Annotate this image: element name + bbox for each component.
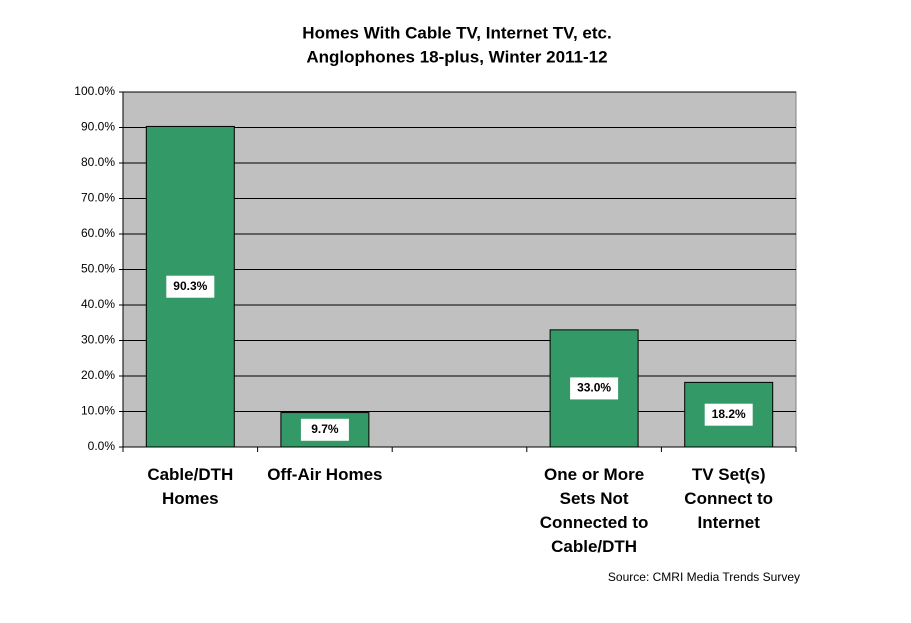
y-tick-label: 20.0%	[81, 368, 115, 382]
y-tick-label: 70.0%	[81, 191, 115, 205]
source-note: Source: CMRI Media Trends Survey	[608, 570, 800, 584]
value-label-bg	[300, 418, 349, 441]
y-tick-label: 0.0%	[88, 439, 116, 453]
y-tick-label: 100.0%	[74, 84, 115, 98]
value-label: 9.7%	[311, 422, 339, 436]
x-tick-label: Cable/DTH Homes	[147, 465, 234, 508]
value-label: 90.3%	[173, 279, 207, 293]
value-label-bg	[704, 403, 753, 426]
y-tick-label: 10.0%	[81, 404, 115, 418]
x-tick-label: TV Set(s) Connect to Internet	[684, 465, 774, 532]
chart-subtitle: Anglophones 18-plus, Winter 2011-12	[306, 47, 607, 66]
chart-title: Homes With Cable TV, Internet TV, etc.	[302, 23, 611, 42]
y-tick-label: 80.0%	[81, 155, 115, 169]
y-tick-label: 90.0%	[81, 120, 115, 134]
value-label: 33.0%	[577, 381, 611, 395]
x-tick-label: Off-Air Homes	[267, 465, 383, 484]
y-tick-label: 30.0%	[81, 333, 115, 347]
value-label-bg	[570, 377, 619, 400]
y-tick-label: 40.0%	[81, 297, 115, 311]
value-label: 18.2%	[712, 407, 746, 421]
y-tick-label: 60.0%	[81, 226, 115, 240]
value-label-bg	[166, 275, 215, 298]
x-tick-label: One or More Sets Not Connected to Cable/…	[539, 465, 649, 556]
y-tick-label: 50.0%	[81, 262, 115, 276]
